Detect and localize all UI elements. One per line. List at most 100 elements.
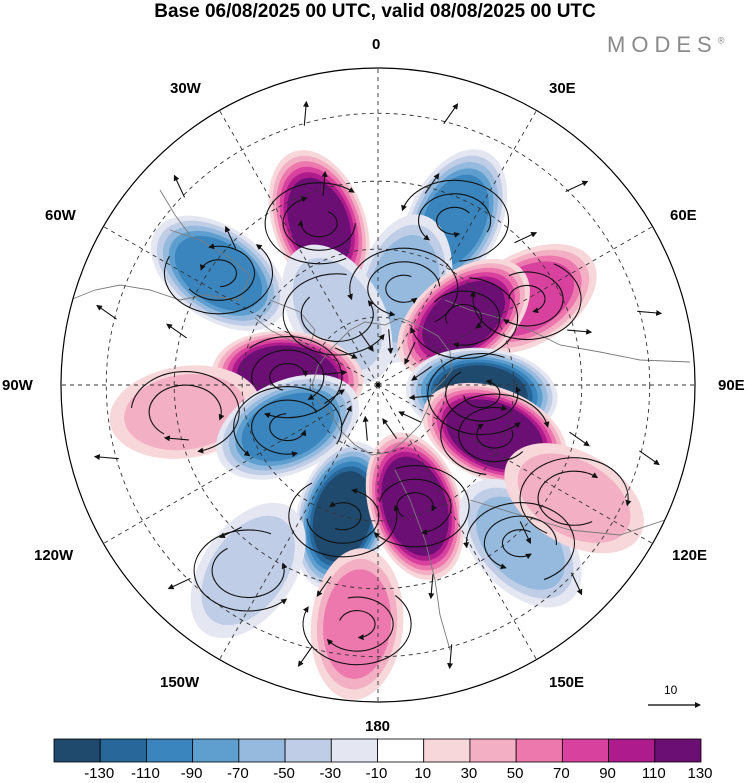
map-title: Base 06/08/2025 00 UTC, valid 08/08/2025… [154,1,596,22]
colorbar-tick-label: 30 [460,765,478,782]
anomaly-cell [216,374,360,480]
lon-label-30e: 30E [549,80,576,97]
streamline [269,363,309,391]
lon-label-90w: 90W [2,377,33,394]
wind-arrow [96,304,117,320]
meridian-line [377,384,537,660]
streamline [300,296,374,342]
anomaly-cell [422,382,567,487]
wind-arrow [565,180,589,193]
streamline [445,304,483,329]
streamline [347,247,459,323]
wind-arrow [567,328,593,335]
lon-label-60e: 60E [670,207,697,224]
wind-arrow [334,347,358,359]
wind-arrow [637,309,663,316]
anomaly-band [384,461,446,552]
registered-mark: ® [717,35,725,46]
streamline [188,243,255,301]
anomaly-cell [150,215,287,331]
streamline [463,379,501,409]
wind-arrow [302,100,309,126]
colorbar-tick-label: -90 [180,765,203,782]
meridian-line [219,110,379,386]
streamline [501,529,532,560]
wind-arrow [514,232,538,244]
wind-arrow [225,225,237,249]
wind-streamlines [93,100,663,670]
wind-arrow [408,394,434,401]
lon-label-120e: 120E [672,547,708,564]
lon-label-120w: 120W [34,547,74,564]
latitude-circle [241,248,515,522]
streamline [329,501,362,531]
streamline [396,492,437,518]
colorbar-tick-label: -130 [84,765,115,782]
streamline [288,482,400,558]
streamline [373,465,470,548]
meridian-line [377,110,537,386]
wind-arrow [404,341,416,365]
wind-arrow [358,331,374,352]
colorbar-tick-label: 110 [641,765,666,782]
streamline [326,596,394,652]
meridian-line [377,384,653,544]
lon-label-180: 180 [365,718,391,735]
streamline [163,244,274,315]
wind-arrow [173,174,186,198]
streamline [269,413,307,442]
colorbar-tick-label: 50 [506,765,524,782]
wind-arrow [443,103,459,124]
wind-arrow [167,577,191,590]
wind-arrow [340,405,352,429]
colorbar-tick-label: 90 [599,765,616,782]
latitude-circle [105,112,651,658]
wind-arrow [321,170,328,196]
streamline [445,371,522,422]
anomaly-band [201,515,295,626]
meridian-line [103,226,379,386]
streamline [469,263,582,340]
wind-arrow [447,644,454,670]
streamline [233,386,343,457]
streamline [211,547,288,598]
anomaly-cell [401,149,508,293]
wind-arrow [519,521,531,545]
pole-marker [375,382,381,388]
wind-arrow [166,323,187,339]
map-boundary [60,67,696,703]
streamline [519,457,632,534]
streamline [297,211,338,238]
wind-arrow [411,365,432,381]
streamline [483,515,557,570]
wind-arrow [316,576,332,597]
wind-arrow [382,418,398,439]
streamline [436,206,470,238]
wind-arrow [569,431,590,447]
streamline [282,273,385,356]
meridian-line [219,384,379,660]
wind-arrow [93,454,119,461]
streamline [378,478,452,536]
wind-arrow [322,369,348,376]
colorbar-tick-label: 130 [687,765,713,782]
streamline [306,488,380,544]
streamline [537,470,599,526]
wind-arrow [387,329,394,355]
streamline [401,179,510,262]
wind-arrow [324,389,345,405]
lon-label-0: 0 [372,36,381,53]
wind-arrow [163,435,189,442]
streamline [339,610,376,641]
streamline [130,371,240,454]
wind-arrow [398,411,422,423]
wind-arrow [428,574,435,600]
lon-label-30w: 30W [170,80,201,97]
wind-arrow [570,572,583,596]
anomaly-band [323,569,392,679]
meridian-line [103,384,379,544]
streamline [409,277,519,360]
streamline [434,290,501,349]
anomaly-band [124,373,247,451]
streamline [367,261,441,317]
